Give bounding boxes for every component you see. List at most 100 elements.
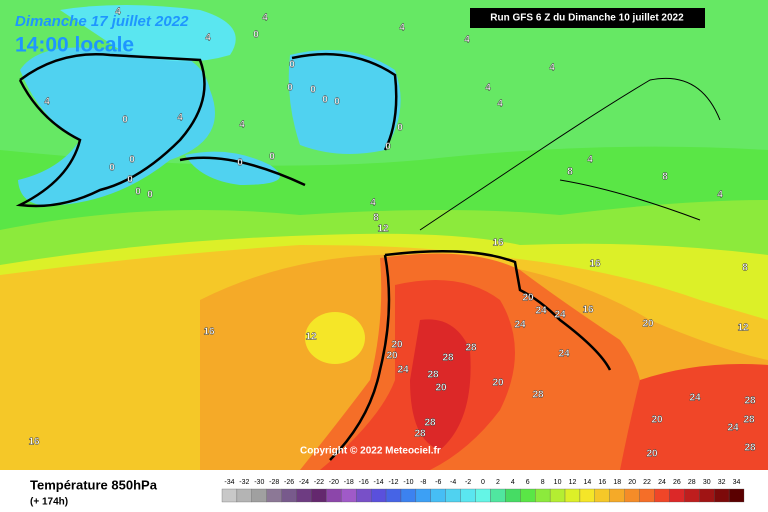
contour-label: 16: [492, 238, 504, 249]
colorbar-swatch: [281, 488, 297, 503]
colorbar-swatch: [520, 488, 536, 503]
coastline: [329, 250, 612, 461]
colorbar-swatch: [400, 488, 417, 503]
coastline: [179, 52, 398, 187]
colorbar-swatch: [430, 488, 446, 503]
colorbar-tick-label: -28: [269, 479, 279, 486]
coastline: [15, 53, 206, 208]
contour-label: 4: [485, 83, 491, 94]
contour-label: 0: [135, 187, 141, 198]
colorbar-tick-label: 4: [511, 479, 515, 486]
colorbar-tick-label: -16: [359, 479, 369, 486]
contour-label: 0: [129, 155, 135, 166]
colorbar-tick-label: 32: [718, 479, 726, 486]
colorbar-tick-label: -30: [254, 479, 264, 486]
contour-label: 28: [442, 353, 454, 364]
colorbar-tick-label: 16: [598, 479, 606, 486]
colorbar-swatch: [415, 488, 431, 503]
contour-label: 0: [334, 97, 340, 108]
footer-lead: (+ 174h): [30, 497, 68, 508]
colorbar-tick-label: 22: [643, 479, 651, 486]
colorbar-tick-label: 30: [703, 479, 711, 486]
contour-label: 12: [737, 323, 749, 334]
colorbar-tick-label: 14: [584, 479, 592, 486]
contour-label: 4: [549, 63, 555, 74]
warm-zone: [305, 312, 365, 364]
colorbar-tick-label: -20: [329, 479, 339, 486]
contour-label: 20: [435, 383, 447, 394]
colorbar-swatch: [266, 488, 282, 503]
contour-label: 0: [269, 152, 275, 163]
coastline: [419, 77, 721, 231]
colorbar-swatch: [728, 488, 745, 503]
colorbar-tick-label: 34: [733, 479, 741, 486]
copyright: Copyright © 2022 Meteociel.fr: [300, 446, 441, 457]
colorbar-tick-label: -6: [435, 479, 441, 486]
contour-label: 16: [203, 327, 215, 338]
contour-label: 28: [532, 390, 544, 401]
cold-zone: [288, 50, 401, 154]
colorbar-tick-label: -22: [314, 479, 324, 486]
colorbar-swatch: [594, 488, 610, 503]
colorbar-swatch: [445, 488, 461, 503]
cold-zone: [60, 5, 236, 62]
contour-label: 20: [522, 293, 534, 304]
colorbar-tick-label: 8: [541, 479, 545, 486]
footer-title: Température 850hPa: [30, 477, 158, 492]
colorbar-tick-label: -8: [420, 479, 426, 486]
contour-label: 0: [289, 60, 295, 71]
colorbar-swatch: [654, 488, 670, 503]
contour-label: 4: [177, 113, 183, 124]
colorbar-tick-label: 26: [673, 479, 681, 486]
contour-label: 12: [305, 332, 317, 343]
contour-label: 24: [554, 310, 566, 321]
contour-label: 4: [497, 99, 503, 110]
contour-label: 20: [386, 351, 398, 362]
run-box: [470, 8, 705, 28]
colorbar-tick-label: 12: [569, 479, 577, 486]
contour-label: 16: [589, 259, 601, 270]
contour-label: 0: [109, 163, 115, 174]
colorbar-swatch: [311, 488, 327, 503]
contour-label: 0: [287, 83, 293, 94]
contour-label: 4: [205, 33, 211, 44]
colorbar-tick-label: 0: [481, 479, 485, 486]
contour-label: 24: [397, 365, 409, 376]
contour-label: 28: [465, 343, 477, 354]
run-label: Run GFS 6 Z du Dimanche 10 juillet 2022: [490, 13, 684, 24]
colorbar-swatch: [370, 488, 387, 503]
contour-label: 20: [391, 340, 403, 351]
contour-label: 28: [744, 443, 756, 454]
colorbar-tick-label: 18: [613, 479, 621, 486]
hot-zone: [620, 364, 768, 470]
colorbar-tick-label: -2: [465, 479, 471, 486]
colorbar-tick-label: -14: [374, 479, 384, 486]
colorbar-swatch: [356, 488, 372, 503]
colorbar-swatch: [639, 488, 655, 503]
contour-label: 0: [147, 190, 153, 201]
colorbar-swatch: [236, 488, 252, 503]
colorbar-tick-label: -18: [344, 479, 354, 486]
contour-label: 20: [651, 415, 663, 426]
colorbar-tick-label: -26: [284, 479, 294, 486]
colorbar-tick-label: -24: [299, 479, 309, 486]
contour-label: 4: [464, 35, 470, 46]
contour-label: 16: [28, 437, 40, 448]
contour-label: 28: [427, 370, 439, 381]
colorbar-swatch: [699, 488, 715, 503]
colorbar-swatch: [579, 488, 596, 503]
time-label: 14:00 locale: [15, 34, 134, 57]
contour-label: 8: [662, 172, 668, 183]
colorbar-swatch: [341, 488, 357, 503]
contour-label: 4: [399, 23, 405, 34]
contour-label: 24: [558, 349, 570, 360]
colorbar-tick-label: -4: [450, 479, 456, 486]
contour-label: 28: [744, 396, 756, 407]
colorbar-swatch: [535, 488, 551, 503]
contour-label: 16: [582, 305, 594, 316]
contour-label: 24: [689, 393, 701, 404]
colorbar-swatch: [714, 488, 730, 503]
contour-label: 4: [262, 13, 268, 24]
